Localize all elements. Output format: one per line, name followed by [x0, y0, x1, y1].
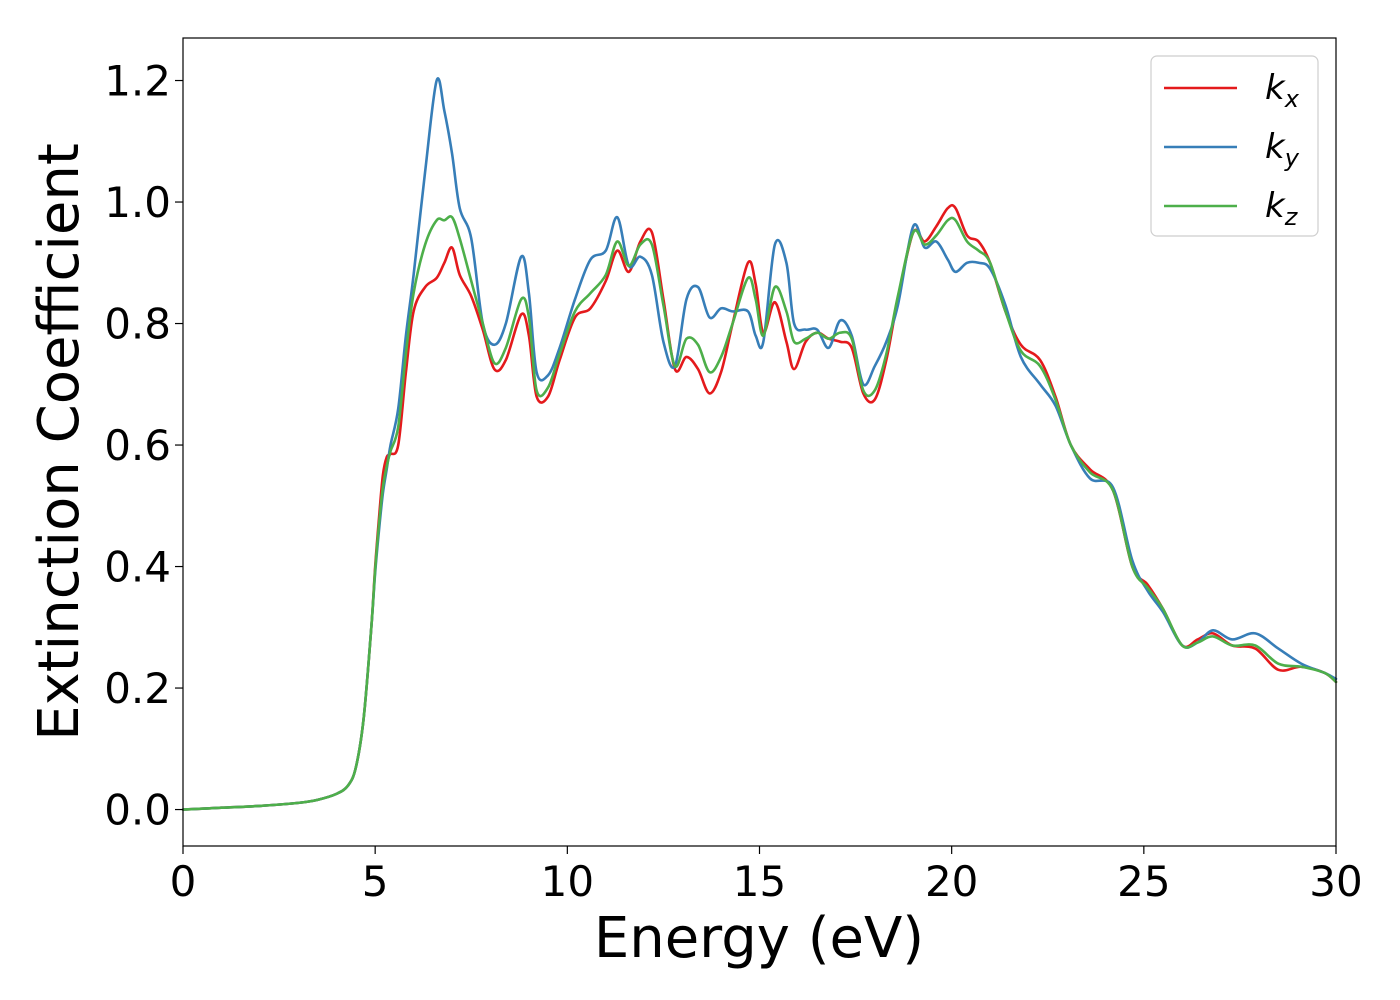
- series-line-z: [181, 215, 1338, 811]
- x-tick-label: 20: [925, 857, 978, 906]
- series-lines: [181, 77, 1338, 811]
- x-axis-title: Energy (eV): [594, 906, 924, 971]
- y-tick-label: 0.4: [104, 543, 171, 592]
- y-tick-label: 1.0: [104, 178, 171, 227]
- legend: kx ky kz: [1150, 55, 1319, 237]
- legend-label-x: kx: [1265, 68, 1300, 113]
- legend-label-y: ky: [1265, 127, 1300, 172]
- x-tick-label: 30: [1309, 857, 1362, 906]
- y-tick-label: 0.6: [104, 421, 171, 470]
- x-tick-label: 25: [1117, 857, 1170, 906]
- y-axis-title: Extinction Coefficient: [27, 143, 92, 741]
- x-tick-label: 0: [170, 857, 197, 906]
- y-tick-label: 0.8: [104, 300, 171, 349]
- x-tick-label: 15: [733, 857, 786, 906]
- y-tick-label: 0.2: [104, 664, 171, 713]
- legend-label-z: kz: [1265, 186, 1299, 231]
- x-axis-ticks: 0 5 10 15 20 25 30: [170, 846, 1363, 906]
- x-tick-label: 5: [362, 857, 389, 906]
- y-tick-label: 1.2: [104, 57, 171, 106]
- y-axis-ticks: 0.0 0.2 0.4 0.6 0.8 1.0 1.2: [104, 57, 183, 835]
- y-tick-label: 0.0: [104, 786, 171, 835]
- x-tick-label: 10: [541, 857, 594, 906]
